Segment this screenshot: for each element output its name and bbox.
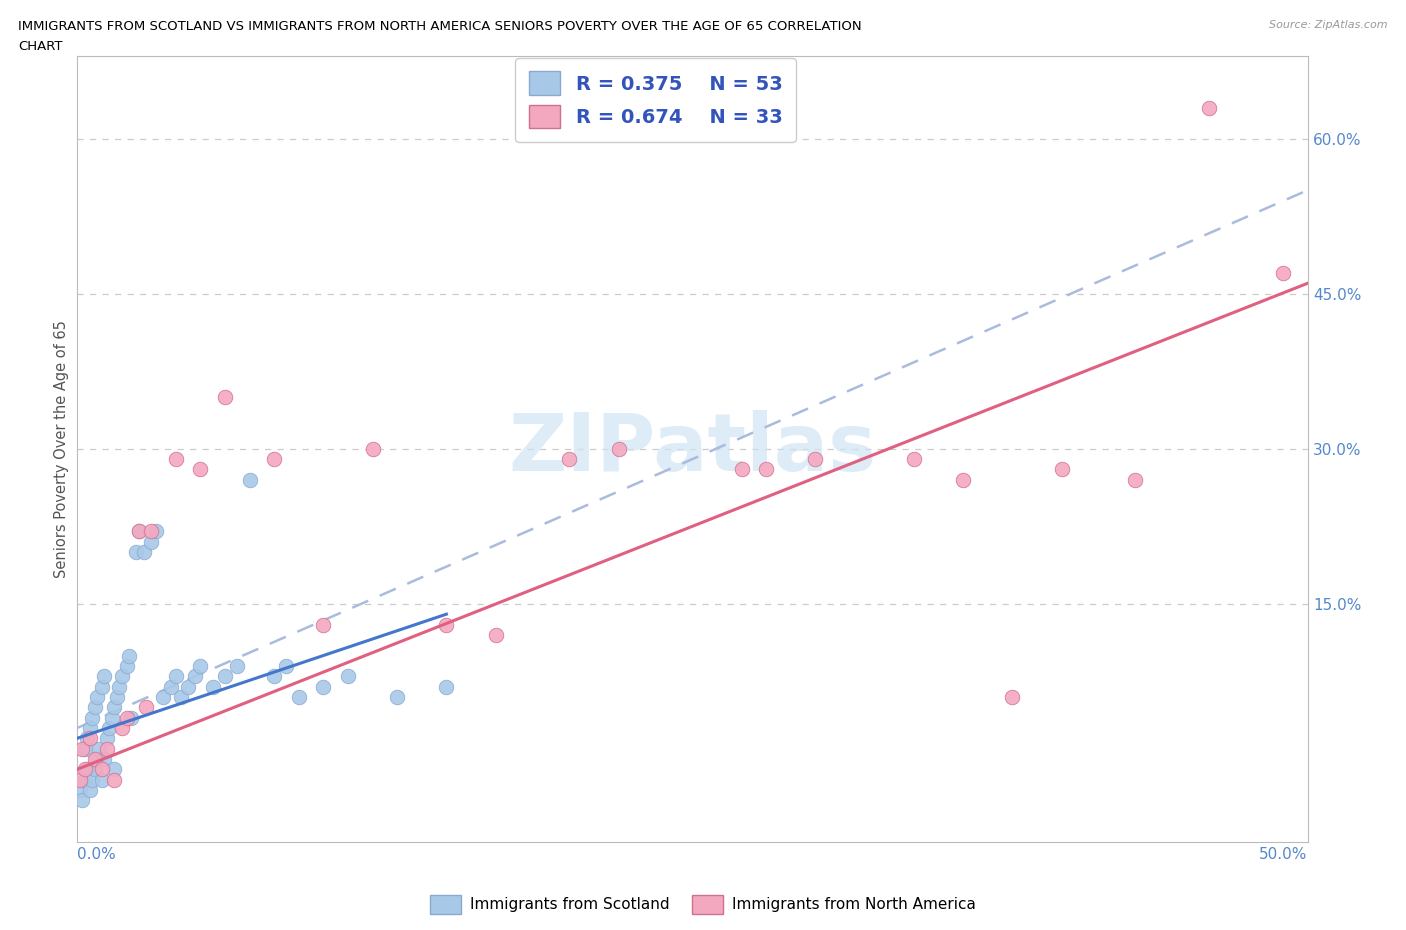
Point [165,669,187,684]
Point [132,545,155,560]
Point [152,689,174,704]
Point [98,721,121,736]
Point [105,689,128,704]
Point [121,711,143,725]
Y-axis label: Seniors Poverty Over the Age of 65: Seniors Poverty Over the Age of 65 [53,320,69,578]
Text: CHART: CHART [18,40,63,53]
Point [82,711,104,725]
Text: 50.0%: 50.0% [1260,847,1308,862]
Text: IMMIGRANTS FROM SCOTLAND VS IMMIGRANTS FROM NORTH AMERICA SENIORS POVERTY OVER T: IMMIGRANTS FROM SCOTLAND VS IMMIGRANTS F… [18,20,862,33]
Point [361,442,384,457]
Point [73,762,96,777]
Point [103,772,125,787]
Point [214,669,236,684]
Point [239,472,262,487]
Point [312,679,335,694]
Point [177,679,200,694]
Point [436,618,458,632]
Point [69,782,91,797]
Point [226,658,249,673]
Point [184,669,207,684]
Point [607,442,630,457]
Point [90,762,114,777]
Point [96,741,118,756]
Point [214,390,236,405]
Point [1125,472,1147,487]
Point [731,462,754,477]
Point [111,721,132,736]
Point [288,689,311,704]
Legend: R = 0.375    N = 53, R = 0.674    N = 33: R = 0.375 N = 53, R = 0.674 N = 33 [515,58,796,142]
Point [86,751,108,766]
Point [145,524,167,538]
Point [79,731,101,746]
Point [190,462,212,477]
Point [96,731,118,746]
Point [903,452,925,467]
Point [436,679,458,694]
Point [276,658,298,673]
Point [170,689,193,704]
Point [755,462,778,477]
Point [387,689,409,704]
Point [86,689,108,704]
Point [103,699,125,714]
Point [1272,265,1295,280]
Point [103,762,125,777]
Point [1198,100,1220,115]
Point [70,741,93,756]
Point [93,751,115,766]
Point [118,648,141,663]
Point [1050,462,1073,477]
Point [69,772,91,787]
Point [79,782,101,797]
Point [83,751,105,766]
Point [952,472,974,487]
Point [804,452,827,467]
Point [1001,689,1024,704]
Point [101,711,124,725]
Point [558,452,581,467]
Point [312,618,335,632]
Point [263,669,285,684]
Text: 0.0%: 0.0% [77,847,117,862]
Point [125,545,148,560]
Point [90,679,114,694]
Point [76,731,98,746]
Point [89,741,111,756]
Point [108,679,131,694]
Point [115,711,138,725]
Point [83,699,105,714]
Point [128,524,150,538]
Point [160,679,183,694]
Point [485,628,508,643]
Point [93,669,115,684]
Point [73,741,96,756]
Point [83,762,105,777]
Point [128,524,150,538]
Point [141,535,163,550]
Point [90,772,114,787]
Point [165,452,187,467]
Text: ZIPatlas: ZIPatlas [509,410,876,487]
Point [76,762,98,777]
Point [141,524,163,538]
Point [190,658,212,673]
Point [111,669,132,684]
Point [135,699,157,714]
Point [82,772,104,787]
Text: Source: ZipAtlas.com: Source: ZipAtlas.com [1270,20,1388,31]
Point [201,679,224,694]
Point [70,793,93,808]
Point [263,452,285,467]
Legend: Immigrants from Scotland, Immigrants from North America: Immigrants from Scotland, Immigrants fro… [425,889,981,920]
Point [337,669,360,684]
Point [79,721,101,736]
Point [115,658,138,673]
Point [73,772,96,787]
